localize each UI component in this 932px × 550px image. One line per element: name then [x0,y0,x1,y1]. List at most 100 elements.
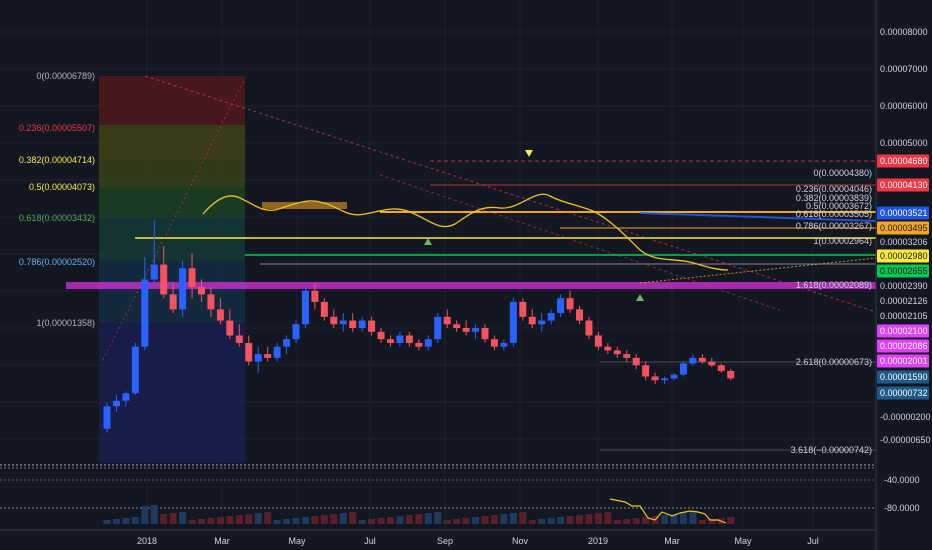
candle-body [670,374,678,379]
candle-body [528,316,536,325]
candle-body [661,378,669,381]
price-tag-label: 0.00002086 [880,341,928,351]
volume-bar [320,515,328,524]
fib-level-label: 0.786(0.00003267) [796,221,872,231]
price-tag [877,354,929,368]
fib-level-label: 0.5(0.00004073) [29,182,95,192]
candle-body [405,335,413,343]
volume-bar [453,519,461,524]
volume-bar [216,517,224,524]
volume-bar [131,517,139,524]
fib-level-label: 0.382(0.00004714) [19,155,95,165]
candle-body [273,346,281,358]
time-axis-label: 2019 [588,536,608,546]
volume-bar [112,519,120,524]
volume-bar [198,519,205,524]
volume-bar [292,518,300,524]
candle-body [358,320,366,329]
support-zone-magenta [66,282,876,289]
trend-line-channel [379,174,781,311]
price-tag [877,309,929,323]
volume-bar [235,515,243,524]
fib-zone-0 [99,76,245,125]
fib-retracement-zones [99,76,245,463]
fib-level-label: 0.786(0.00002520) [19,257,95,267]
price-tick-label: 0.00007000 [880,64,928,74]
candle-body [188,268,196,287]
candle-body [216,309,224,321]
volume-bar [339,513,347,524]
volume-bar [301,517,309,524]
volume-bar [613,520,621,524]
volume-bar [679,513,687,524]
price-tag-label: 0.00000732 [880,388,928,398]
volume-bar [179,512,187,524]
price-tag-label: 0.00003206 [880,237,928,247]
candle-body [717,365,725,371]
volume-bar [405,515,413,524]
price-tick-label: -0.00000650 [880,435,931,445]
price-tag-label: 0.00003521 [880,208,928,218]
price-tag [877,154,929,168]
candle-body [443,316,451,325]
volume-bar [358,520,366,524]
level-blue [639,212,877,222]
time-axis-label: Sep [437,536,453,546]
candle-body [301,290,309,325]
volume-bar [103,520,111,524]
volume-bar [528,520,536,524]
volume-bar [273,520,281,524]
candle-body [642,365,650,377]
candle-body [207,294,215,310]
time-axis-label: May [734,536,752,546]
candle-body [292,324,300,340]
price-tag-label: 0.00004130 [880,180,928,190]
candle-body [226,320,234,336]
signal-marker-sell [525,150,533,157]
candle-body [415,342,423,347]
price-tag [877,235,929,249]
fib-level-label: 1.618(0.00002089) [796,280,872,290]
price-tag-label: 0.00002105 [880,311,928,321]
candle-body [585,320,593,336]
fib-zone-0618 [99,217,245,261]
indicator-tick-label: -40.0000 [884,475,920,485]
volume-bar [698,520,706,524]
candle-body [112,400,120,407]
volume-bar [169,513,177,524]
price-tag [877,221,929,235]
price-tag-label: 0.00002100 [880,326,928,336]
price-tag [877,249,929,263]
volume-bar [245,514,253,524]
candle-body [566,298,574,310]
candle-body [330,316,338,325]
candle-body [396,335,404,343]
candle-body [623,354,631,358]
trend-line-down [144,75,877,313]
volume-bar [434,512,442,524]
candle-body [490,339,498,347]
price-scale-ticks: 0.00008000 0.00007000 0.00006000 0.00005000… [880,27,931,445]
candle-body [179,268,187,310]
price-tag [877,264,929,278]
time-axis-label: Mar [214,536,230,546]
candle-body [377,331,385,340]
trend-line-up [639,257,877,284]
volume-bar [490,515,498,524]
price-tag [877,294,929,308]
candle-body [594,335,602,347]
candle-body [160,264,168,295]
volume-bar [727,517,735,524]
candle-body [320,301,328,317]
fib-zone-0382 [99,160,245,187]
candle-body [368,320,376,332]
fib-level-label: 0.618(0.00003505) [796,209,872,219]
price-tag [877,178,929,192]
volume-bar [462,518,470,524]
candle-body [387,339,394,343]
candle-body [349,320,357,329]
volume-bar [604,512,612,524]
candle-body [604,346,612,351]
fib-level-label: 0.236(0.00005507) [19,123,95,133]
